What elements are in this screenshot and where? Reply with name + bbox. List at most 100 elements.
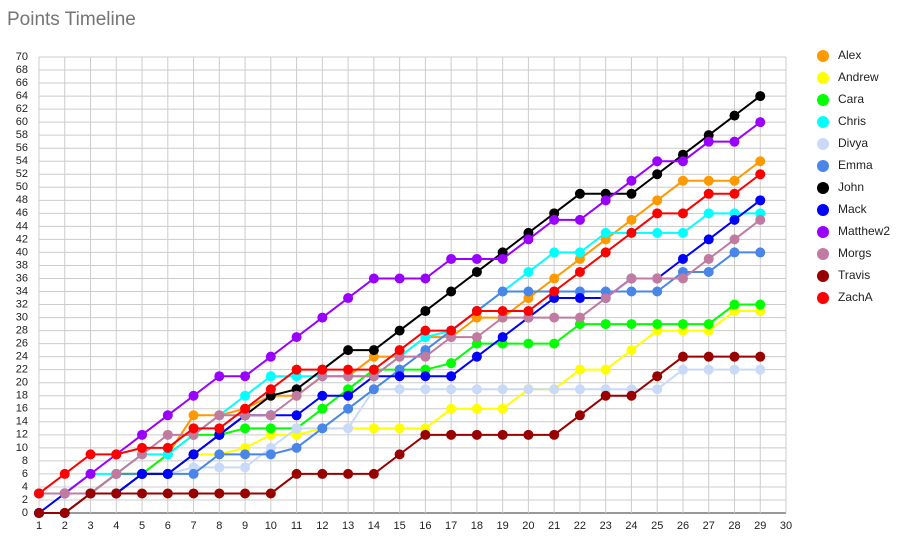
x-tick-label: 4 [113, 520, 119, 532]
data-point [240, 371, 251, 382]
x-tick-label: 29 [754, 520, 766, 532]
data-point [137, 468, 148, 479]
data-point [240, 449, 251, 460]
x-tick-label: 17 [445, 520, 457, 532]
data-point [677, 156, 688, 167]
data-point [549, 338, 560, 349]
y-tick-label: 28 [16, 325, 28, 337]
legend-marker [817, 94, 829, 106]
data-point [446, 286, 457, 297]
x-tick-label: 28 [728, 520, 740, 532]
y-tick-label: 52 [16, 168, 28, 180]
data-point [240, 403, 251, 414]
data-point [574, 364, 585, 375]
data-point [265, 449, 276, 460]
y-tick-label: 4 [22, 481, 28, 493]
data-point [652, 195, 663, 206]
data-point [446, 429, 457, 440]
legend-item: Divya [817, 136, 868, 150]
data-point [317, 403, 328, 414]
data-point [626, 390, 637, 401]
data-point [111, 449, 122, 460]
data-point [600, 227, 611, 238]
data-point [755, 169, 766, 180]
data-point [549, 286, 560, 297]
data-point [703, 266, 714, 277]
x-tick-label: 13 [342, 520, 354, 532]
data-point [394, 449, 405, 460]
data-point [677, 227, 688, 238]
y-tick-label: 40 [16, 246, 28, 258]
data-point [729, 214, 740, 225]
legend-label: Andrew [838, 70, 879, 84]
data-point [497, 286, 508, 297]
y-tick-label: 46 [16, 207, 28, 219]
data-point [703, 234, 714, 245]
x-tick-label: 10 [265, 520, 277, 532]
data-point [549, 312, 560, 323]
data-point [265, 488, 276, 499]
legend-item: Andrew [817, 70, 879, 84]
data-point [549, 384, 560, 395]
y-tick-label: 50 [16, 181, 28, 193]
data-point [652, 169, 663, 180]
y-tick-label: 12 [16, 429, 28, 441]
data-point [343, 390, 354, 401]
y-tick-label: 42 [16, 233, 28, 245]
data-point [677, 351, 688, 362]
data-point [755, 247, 766, 258]
data-point [652, 227, 663, 238]
x-tick-label: 8 [216, 520, 222, 532]
data-point [137, 442, 148, 453]
y-tick-label: 70 [16, 51, 28, 63]
data-point [343, 423, 354, 434]
data-point [600, 247, 611, 258]
legend-marker [817, 182, 829, 194]
legend-item: ZachA [817, 290, 873, 304]
data-point [600, 319, 611, 330]
data-point [729, 351, 740, 362]
legend-item: Alex [817, 48, 861, 62]
data-point [471, 253, 482, 264]
data-point [291, 442, 302, 453]
data-point [626, 345, 637, 356]
y-tick-label: 60 [16, 116, 28, 128]
data-point [703, 208, 714, 219]
data-point [240, 462, 251, 473]
data-point [446, 358, 457, 369]
data-point [755, 364, 766, 375]
x-tick-label: 27 [703, 520, 715, 532]
x-tick-label: 9 [242, 520, 248, 532]
data-point [394, 345, 405, 356]
data-point [497, 429, 508, 440]
y-tick-label: 6 [22, 468, 28, 480]
data-point [523, 306, 534, 317]
data-point [703, 253, 714, 264]
data-point [600, 195, 611, 206]
data-point [755, 351, 766, 362]
legend-label: Divya [838, 136, 868, 150]
data-point [420, 306, 431, 317]
data-point [497, 403, 508, 414]
data-point [188, 449, 199, 460]
data-point [729, 188, 740, 199]
y-tick-label: 26 [16, 338, 28, 350]
data-point [626, 227, 637, 238]
legend-marker [817, 226, 829, 238]
x-tick-label: 20 [522, 520, 534, 532]
data-point [755, 117, 766, 128]
data-point [317, 423, 328, 434]
data-point [291, 364, 302, 375]
legend-label: Chris [838, 114, 866, 128]
x-tick-label: 26 [677, 520, 689, 532]
y-tick-label: 44 [16, 220, 28, 232]
legend-item: Emma [817, 158, 873, 172]
data-point [523, 286, 534, 297]
data-point [343, 293, 354, 304]
data-point [497, 332, 508, 343]
y-tick-label: 16 [16, 403, 28, 415]
y-tick-label: 68 [16, 64, 28, 76]
data-point [729, 234, 740, 245]
data-point [652, 208, 663, 219]
data-point [703, 188, 714, 199]
